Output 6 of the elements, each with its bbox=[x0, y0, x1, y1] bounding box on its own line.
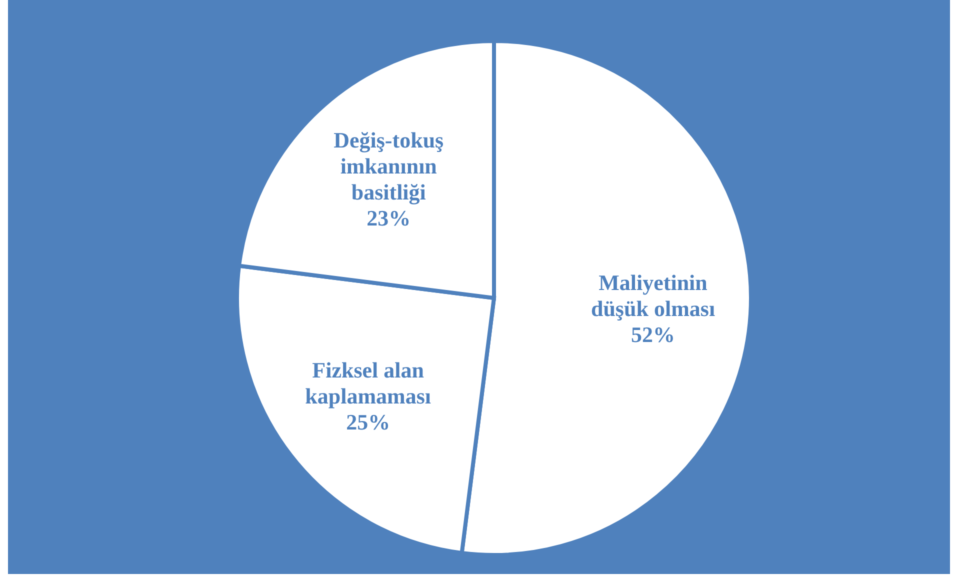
data-label: 52% bbox=[631, 322, 676, 347]
slice-label: Fizksel alan kaplamaması bbox=[305, 357, 432, 408]
slice-label: Maliyetinin düşük olması bbox=[590, 270, 716, 321]
data-label: 25% bbox=[346, 409, 390, 434]
data-label: 23% bbox=[366, 204, 411, 230]
slice-label: Değiş-tokuş imkanının basitliği bbox=[334, 126, 444, 204]
